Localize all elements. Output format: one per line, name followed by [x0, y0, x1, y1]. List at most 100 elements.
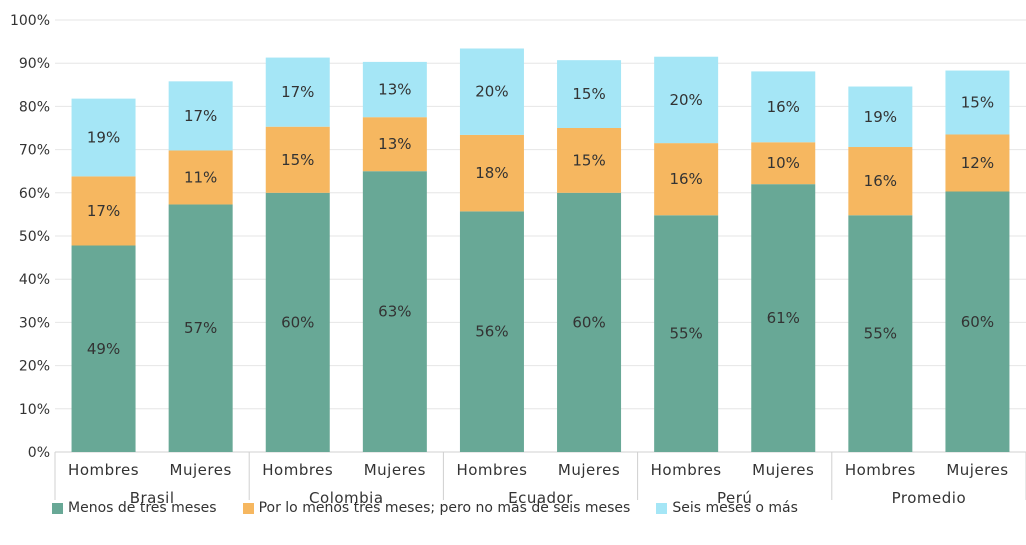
bar-segment [654, 56, 719, 144]
data-label: 12% [961, 154, 994, 172]
data-label: 49% [87, 340, 120, 358]
data-label: 60% [281, 313, 314, 331]
bar-segment [459, 211, 524, 452]
y-tick-label: 20% [19, 359, 50, 375]
data-label: 17% [184, 107, 217, 125]
legend-swatch [656, 502, 668, 514]
data-label: 60% [572, 313, 605, 331]
bar-segment [265, 192, 330, 453]
legend-item-tres-a-seis-meses: Por lo menos tres meses; pero no más de … [242, 500, 631, 516]
bar-segment [945, 191, 1010, 452]
bar-segment [557, 60, 622, 129]
y-tick-label: 30% [19, 315, 50, 331]
bar-segment [557, 128, 622, 193]
bar-segment [168, 150, 233, 205]
y-tick-label: 70% [19, 143, 50, 159]
data-label: 16% [669, 170, 702, 188]
x-category-label: Hombres [456, 461, 527, 479]
bar-segment [848, 147, 913, 216]
data-label: 55% [864, 325, 897, 343]
legend-item-menos-tres-meses: Menos de tres meses [52, 500, 217, 516]
x-category-label: Mujeres [364, 461, 426, 479]
legend-item-seis-meses-o-mas: Seis meses o más [656, 500, 798, 516]
data-label: 15% [281, 151, 314, 169]
x-group-label: Promedio [892, 489, 967, 507]
bar-segment [71, 245, 136, 452]
bar-segment [265, 57, 330, 127]
bar-segment [168, 81, 233, 151]
bar-segment [265, 126, 330, 193]
data-label: 56% [475, 323, 508, 341]
legend-swatch [52, 502, 63, 514]
data-label: 19% [864, 108, 897, 126]
y-axis-ticks: 0% 10% 20% 30% 40% 50% 60% 70% 80% 90% 100% [10, 13, 50, 461]
data-label: 19% [87, 129, 120, 147]
data-label: 10% [767, 154, 800, 172]
data-label: 15% [572, 151, 605, 169]
data-label: 60% [961, 313, 994, 331]
bar-segment [459, 134, 524, 212]
bar-segment [848, 215, 913, 452]
x-group-label: Brasil [130, 489, 175, 507]
x-category-label: Hombres [68, 461, 139, 479]
legend-label: Por lo menos tres meses; pero no más de … [258, 500, 631, 516]
legend-label: Menos de tres meses [68, 500, 217, 516]
data-label: 20% [475, 83, 508, 101]
x-category-label: Mujeres [170, 461, 232, 479]
data-label: 18% [475, 164, 508, 182]
data-label: 63% [378, 303, 411, 321]
y-tick-label: 10% [19, 402, 50, 418]
data-labels: 49% 17% 19% 57% 11% 17% 60% 15% 17% 63% 13% 13% 56% 1… [87, 81, 994, 358]
data-label: 57% [184, 319, 217, 337]
legend-label: Seis meses o más [672, 500, 798, 516]
bar-segment [362, 171, 427, 452]
data-label: 16% [864, 172, 897, 190]
legend-swatch [242, 502, 254, 514]
legend: Menos de tres meses Por lo menos tres me… [52, 500, 798, 516]
x-group-label: Ecuador [508, 489, 573, 507]
data-label: 16% [767, 98, 800, 116]
bar-segment [654, 215, 719, 452]
bar-segment [362, 61, 427, 118]
data-label: 17% [281, 83, 314, 101]
bar-segment [71, 98, 136, 177]
data-label: 55% [669, 325, 702, 343]
y-tick-label: 60% [19, 186, 50, 202]
x-category-label: Hombres [845, 461, 916, 479]
bar-segment [362, 117, 427, 172]
y-tick-label: 50% [19, 229, 50, 245]
y-tick-label: 40% [19, 272, 50, 288]
bar-segment [654, 143, 719, 216]
bar-segment [459, 48, 524, 135]
x-group-label: Perú [717, 489, 752, 507]
x-category-label: Hombres [262, 461, 333, 479]
y-tick-label: 80% [19, 99, 50, 115]
bar-segment [945, 134, 1010, 192]
y-tick-label: 90% [19, 56, 50, 72]
data-label: 20% [669, 91, 702, 109]
bar-segment [945, 70, 1010, 135]
data-label: 61% [767, 309, 800, 327]
data-label: 11% [184, 168, 217, 186]
x-category-label: Mujeres [752, 461, 814, 479]
data-label: 17% [87, 202, 120, 220]
x-category-label: Mujeres [946, 461, 1008, 479]
bar-segment [71, 176, 136, 246]
bar-segment [557, 192, 622, 453]
x-category-label: Hombres [651, 461, 722, 479]
data-label: 13% [378, 81, 411, 99]
data-label: 15% [961, 94, 994, 112]
x-group-label: Colombia [309, 489, 384, 507]
bars [71, 48, 1010, 453]
bar-segment [168, 204, 233, 452]
y-tick-label: 0% [28, 445, 50, 461]
y-tick-label: 100% [10, 13, 50, 29]
x-axis: Hombres Mujeres Hombres Mujeres Hombres Mujer… [54, 452, 1026, 507]
bar-segment [751, 142, 816, 185]
x-category-label: Mujeres [558, 461, 620, 479]
bar-segment [751, 184, 816, 452]
data-label: 13% [378, 135, 411, 153]
bar-segment [848, 86, 913, 148]
data-label: 15% [572, 85, 605, 103]
